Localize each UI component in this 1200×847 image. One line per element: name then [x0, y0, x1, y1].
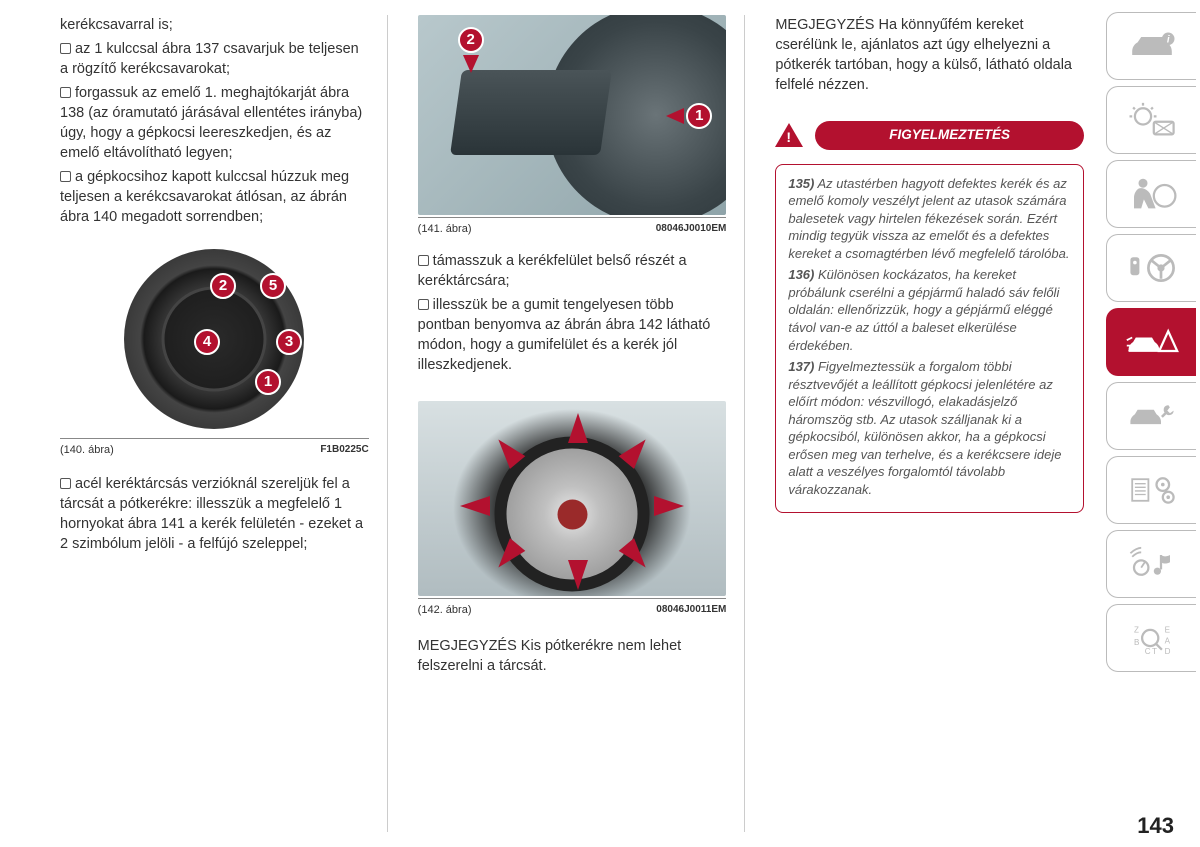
tab-airbag[interactable] [1106, 160, 1196, 228]
text: kerékcsavarral is; [60, 15, 369, 35]
note-text: MEGJEGYZÉS Ha könnyűfém kereket cserélün… [775, 15, 1084, 95]
figure-142-image [418, 401, 727, 596]
section-tabs: i ZBCT EAD [1104, 0, 1200, 847]
figure-141-caption: (141. ábra) 08046J0010EM [418, 217, 727, 237]
key-wheel-icon [1125, 246, 1179, 290]
column-2: 2 1 (141. ábra) 08046J0010EM támasszuk a… [416, 15, 746, 832]
marker-1-icon: 1 [686, 103, 712, 129]
text: illesszük be a gumit tengelyesen több po… [418, 295, 727, 375]
svg-text:B: B [1134, 638, 1139, 647]
car-info-icon: i [1125, 24, 1179, 68]
figure-142-caption: (142. ábra) 08046J0011EM [418, 598, 727, 618]
svg-text:i: i [1166, 34, 1169, 45]
tab-key-wheel[interactable] [1106, 234, 1196, 302]
text: forgassuk az emelő 1. meghajtókarját ábr… [60, 83, 369, 163]
airbag-icon [1125, 172, 1179, 216]
arrow-up-icon [568, 413, 588, 443]
arrow-down-icon [463, 55, 479, 73]
svg-text:A: A [1164, 636, 1170, 645]
bullet-icon [418, 255, 429, 266]
bullet-icon [60, 43, 71, 54]
warning-137: 137) Figyelmeztessük a forgalom többi ré… [788, 358, 1071, 498]
bolt-marker-4: 4 [194, 329, 220, 355]
arrow-right-icon [654, 496, 684, 516]
abc-search-icon: ZBCT EAD [1125, 616, 1179, 660]
car-service-icon [1125, 394, 1179, 438]
slot-graphic [450, 70, 612, 155]
warning-title: FIGYELMEZTETÉS [815, 121, 1084, 150]
column-1: kerékcsavarral is; az 1 kulccsal ábra 13… [60, 15, 388, 832]
settings-list-icon [1125, 468, 1179, 512]
tab-index[interactable]: ZBCT EAD [1106, 604, 1196, 672]
text: az 1 kulccsal ábra 137 csavarjuk be telj… [60, 39, 369, 79]
page-number: 143 [1137, 813, 1174, 839]
nav-music-icon [1125, 542, 1179, 586]
callout-1: 1 [666, 103, 712, 129]
tab-car-service[interactable] [1106, 382, 1196, 450]
dashboard-light-icon [1125, 98, 1179, 142]
svg-text:Z: Z [1134, 626, 1139, 635]
figure-140: 2 5 4 3 1 (140. ábra) F1B0225C [60, 241, 369, 458]
svg-text:T: T [1152, 647, 1157, 656]
column-3: MEGJEGYZÉS Ha könnyűfém kereket cserélün… [773, 15, 1084, 832]
figure-140-image: 2 5 4 3 1 [60, 241, 369, 436]
svg-text:E: E [1164, 626, 1170, 635]
tab-settings[interactable] [1106, 456, 1196, 524]
text: a gépkocsihoz kapott kulccsal húzzuk meg… [60, 167, 369, 227]
arrow-down-icon [568, 560, 588, 590]
emergency-icon [1125, 320, 1179, 364]
svg-text:D: D [1164, 647, 1170, 656]
note-text: MEGJEGYZÉS Kis pótkerékre nem lehet fels… [418, 636, 727, 676]
tab-emergency[interactable] [1106, 308, 1196, 376]
bullet-icon [60, 87, 71, 98]
tab-nav-music[interactable] [1106, 530, 1196, 598]
bolt-marker-5: 5 [260, 273, 286, 299]
bolt-marker-3: 3 [276, 329, 302, 355]
warning-135: 135) Az utastérben hagyott defektes keré… [788, 175, 1071, 263]
callout-2: 2 [458, 27, 484, 73]
bullet-icon [60, 478, 71, 489]
svg-text:C: C [1144, 647, 1150, 656]
figure-142: (142. ábra) 08046J0011EM [418, 401, 727, 618]
bullet-icon [60, 171, 71, 182]
figure-141: 2 1 (141. ábra) 08046J0010EM [418, 15, 727, 237]
arrow-left-icon [460, 496, 490, 516]
warning-triangle-icon [775, 123, 803, 147]
figure-141-image: 2 1 [418, 15, 727, 215]
tab-car-info[interactable]: i [1106, 12, 1196, 80]
arrow-left-icon [666, 108, 684, 124]
text: acél keréktárcsás verzióknál szereljük f… [60, 474, 369, 554]
bullet-icon [418, 299, 429, 310]
text: támasszuk a kerékfelület belső részét a … [418, 251, 727, 291]
warning-136: 136) Különösen kockázatos, ha kereket pr… [788, 266, 1071, 354]
warning-header: FIGYELMEZTETÉS [775, 121, 1084, 150]
bolt-marker-2: 2 [210, 273, 236, 299]
tab-dashboard[interactable] [1106, 86, 1196, 154]
warning-box: 135) Az utastérben hagyott defektes keré… [775, 164, 1084, 514]
figure-140-caption: (140. ábra) F1B0225C [60, 438, 369, 458]
marker-2-icon: 2 [458, 27, 484, 53]
bolt-marker-1: 1 [255, 369, 281, 395]
